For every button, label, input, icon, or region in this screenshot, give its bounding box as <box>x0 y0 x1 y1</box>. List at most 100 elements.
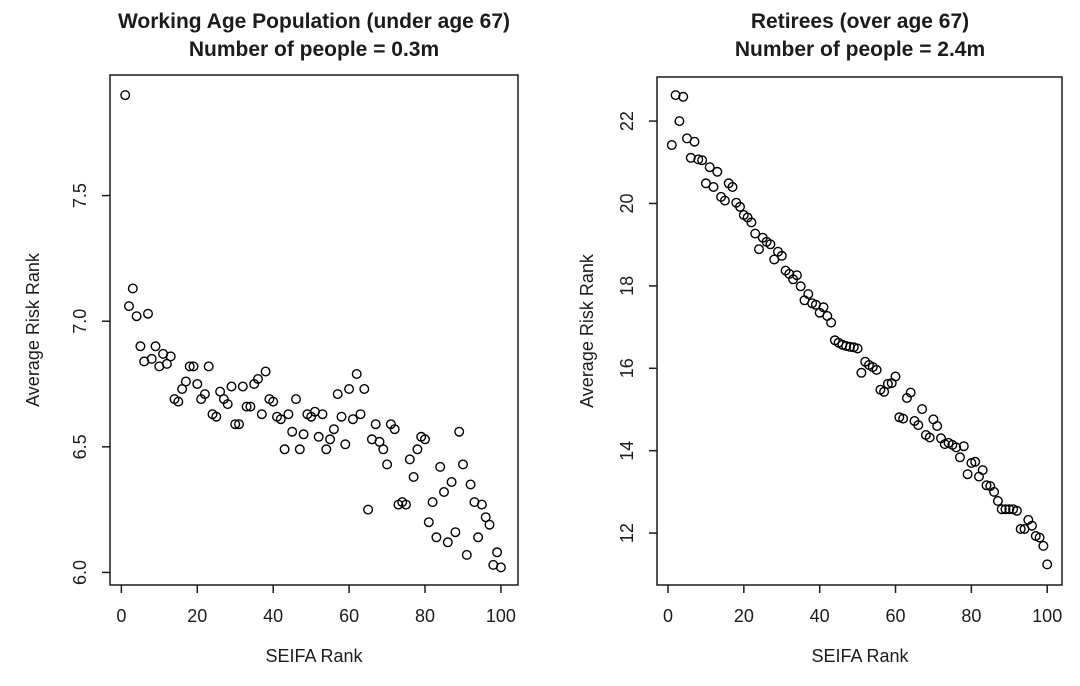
data-point <box>230 419 241 430</box>
x-axis-tick-label: 0 <box>663 606 673 626</box>
data-point <box>917 404 928 415</box>
data-point <box>992 496 1003 507</box>
data-point <box>458 459 469 470</box>
data-point <box>879 386 890 397</box>
data-point <box>450 527 461 538</box>
data-point <box>283 409 294 420</box>
data-point <box>826 317 837 328</box>
data-point <box>435 461 446 472</box>
data-point <box>1000 504 1011 515</box>
y-axis-tick-label: 22 <box>617 111 637 131</box>
data-point <box>712 166 723 177</box>
data-point <box>120 90 131 101</box>
data-point <box>970 456 981 467</box>
data-point <box>317 409 328 420</box>
data-point <box>180 376 191 387</box>
data-point <box>123 301 134 312</box>
data-point <box>378 444 389 455</box>
data-point <box>776 250 787 261</box>
data-point <box>951 442 962 453</box>
data-point <box>727 181 738 192</box>
data-point <box>476 499 487 510</box>
data-point <box>678 91 689 102</box>
data-point <box>427 497 438 508</box>
data-point <box>708 181 719 192</box>
data-point <box>962 469 973 480</box>
left-chart-title-line2: Number of people = 0.3m <box>189 38 439 61</box>
right-x-axis-label: SEIFA Rank <box>811 646 909 666</box>
x-axis-tick-label: 60 <box>886 606 906 626</box>
left-scatter-plot: Working Age Population (under age 67) Nu… <box>23 10 519 666</box>
data-point <box>252 374 263 385</box>
data-point <box>495 562 506 573</box>
data-point <box>233 419 244 430</box>
data-point <box>484 519 495 530</box>
data-point <box>981 480 992 491</box>
data-point <box>203 361 214 372</box>
data-point <box>689 136 700 147</box>
left-chart-title-line1: Working Age Population (under age 67) <box>118 10 510 33</box>
data-point <box>408 472 419 483</box>
data-point <box>313 431 324 442</box>
data-point <box>222 399 233 410</box>
data-point <box>150 341 161 352</box>
right-chart-panel: Retirees (over age 67) Number of people … <box>540 0 1080 686</box>
left-chart-panel: Working Age Population (under age 67) Nu… <box>23 10 519 666</box>
data-point <box>294 444 305 455</box>
x-axis-tick-label: 100 <box>486 606 516 626</box>
x-axis-tick-label: 80 <box>415 606 435 626</box>
data-point <box>719 195 730 206</box>
data-point <box>359 384 370 395</box>
data-point <box>420 434 431 445</box>
data-point <box>404 454 415 465</box>
data-point <box>389 424 400 435</box>
data-point <box>423 517 434 528</box>
data-point <box>298 429 309 440</box>
data-point <box>924 432 935 443</box>
left-y-axis-label: Average Risk Rank <box>23 252 43 407</box>
y-axis-tick-label: 6.0 <box>70 560 90 585</box>
x-axis-tick-label: 20 <box>734 606 754 626</box>
data-point <box>245 401 256 412</box>
data-point <box>241 401 252 412</box>
right-chart-title-line2: Number of people = 2.4m <box>735 38 985 61</box>
data-point <box>275 414 286 425</box>
data-point <box>852 343 863 354</box>
data-point <box>351 369 362 380</box>
data-point <box>989 486 1000 497</box>
right-y-axis-label: Average Risk Rank <box>577 253 597 408</box>
data-point <box>401 499 412 510</box>
data-point <box>1011 505 1022 516</box>
data-point <box>818 302 829 313</box>
data-point <box>685 152 696 163</box>
data-point <box>1004 504 1015 515</box>
data-point <box>188 361 199 372</box>
data-point <box>750 228 761 239</box>
x-axis-tick-label: 20 <box>187 606 207 626</box>
data-point <box>192 379 203 390</box>
data-point <box>344 384 355 395</box>
data-point <box>446 477 457 488</box>
y-axis-tick-label: 7.0 <box>70 309 90 334</box>
data-point <box>753 244 764 255</box>
right-chart-title-line1: Retirees (over age 67) <box>751 10 969 33</box>
data-point <box>473 532 484 543</box>
data-point <box>237 381 248 392</box>
x-axis-tick-label: 40 <box>810 606 830 626</box>
data-point <box>913 420 924 431</box>
data-point <box>461 549 472 560</box>
data-point <box>734 201 745 212</box>
data-point <box>347 414 358 425</box>
data-point <box>382 459 393 470</box>
y-axis-tick-label: 16 <box>617 358 637 378</box>
data-point <box>803 289 814 300</box>
data-point <box>135 341 146 352</box>
x-axis-tick-label: 60 <box>339 606 359 626</box>
data-point <box>431 532 442 543</box>
data-point <box>674 116 685 127</box>
data-point <box>279 444 290 455</box>
data-point <box>465 479 476 490</box>
y-axis-tick-label: 12 <box>617 523 637 543</box>
left-x-axis-label: SEIFA Rank <box>265 646 363 666</box>
x-axis-tick-label: 0 <box>116 606 126 626</box>
